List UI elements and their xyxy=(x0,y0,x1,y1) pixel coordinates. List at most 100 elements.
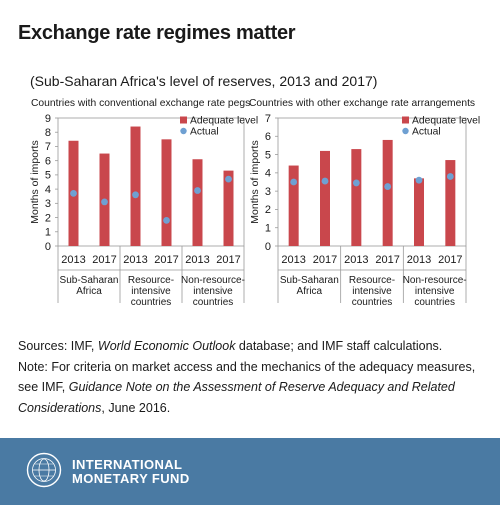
bar-adequate-level xyxy=(223,170,234,246)
point-actual xyxy=(101,198,108,206)
imf-seal-icon xyxy=(26,452,62,488)
sources-prefix: Sources: IMF, xyxy=(18,339,98,353)
note-suffix: , June 2016. xyxy=(101,400,171,415)
bar-adequate-level xyxy=(161,139,172,246)
sources-line: Sources: IMF, World Economic Outlook dat… xyxy=(18,336,488,357)
note-italic: Guidance Note on the Assessment of Reser… xyxy=(18,380,455,415)
x-tick-label: 2017 xyxy=(216,254,240,266)
x-tick-label: 2013 xyxy=(185,254,209,266)
legend-swatch-adequate xyxy=(180,116,187,124)
bar-adequate-level xyxy=(351,149,362,246)
point-actual xyxy=(415,176,423,184)
bar-adequate-level xyxy=(192,159,203,246)
y-tick-label: 6 xyxy=(45,155,51,167)
source-notes: Sources: IMF, World Economic Outlook dat… xyxy=(18,336,488,418)
y-tick-label: 2 xyxy=(265,204,271,216)
y-tick-label: 2 xyxy=(45,212,51,224)
point-actual xyxy=(194,187,201,194)
point-actual xyxy=(384,183,392,190)
group-label: intensive xyxy=(415,286,455,297)
x-tick-label: 2017 xyxy=(313,254,337,266)
org-name: INTERNATIONAL MONETARY FUND xyxy=(72,458,190,486)
y-tick-label: 5 xyxy=(45,170,51,182)
page-title: Exchange rate regimes matter xyxy=(18,22,296,44)
bar-adequate-level xyxy=(414,178,424,246)
org-line-2: MONETARY FUND xyxy=(72,471,190,486)
group-label: Resource- xyxy=(349,275,395,286)
group-label: Resource- xyxy=(128,275,174,286)
bar-adequate-level xyxy=(382,139,393,246)
y-tick-label: 3 xyxy=(45,198,51,210)
point-actual xyxy=(225,175,232,183)
y-tick-label: 1 xyxy=(265,223,271,235)
y-axis-label: Months of imports xyxy=(249,140,261,223)
point-actual xyxy=(352,179,360,187)
point-actual xyxy=(70,189,77,197)
y-tick-label: 4 xyxy=(45,184,51,196)
x-tick-label: 2017 xyxy=(154,254,178,266)
group-label: Sub-Saharan xyxy=(280,275,339,286)
plot-frame xyxy=(57,117,245,247)
y-tick-label: 0 xyxy=(45,241,51,253)
group-label: Sub-Saharan xyxy=(60,275,119,286)
point-actual xyxy=(321,177,329,185)
note-prefix: Note: For criteria on market access and … xyxy=(18,359,476,395)
group-label: Africa xyxy=(297,286,323,297)
panel-title: Countries with other exchange rate arran… xyxy=(249,98,475,109)
group-label: countries xyxy=(193,297,234,308)
x-tick-label: 2017 xyxy=(92,254,116,266)
bar-adequate-level xyxy=(130,126,141,246)
group-label: intensive xyxy=(131,286,171,297)
legend-label-adequate: Adequate level xyxy=(412,116,480,127)
bar-adequate-level xyxy=(445,160,456,246)
legend-label-actual: Actual xyxy=(412,127,441,138)
x-tick-label: 2013 xyxy=(407,254,431,266)
y-tick-label: 4 xyxy=(265,168,271,180)
point-actual xyxy=(290,178,298,186)
y-tick-label: 0 xyxy=(265,241,271,253)
legend-label-actual: Actual xyxy=(190,127,219,138)
group-label: Non-resource- xyxy=(181,275,245,286)
x-tick-label: 2017 xyxy=(438,254,462,266)
point-actual xyxy=(132,191,139,199)
group-label: Africa xyxy=(76,286,102,297)
y-tick-label: 9 xyxy=(45,113,51,125)
bar-adequate-level xyxy=(320,150,330,246)
group-label: countries xyxy=(352,297,393,308)
org-line-1: INTERNATIONAL xyxy=(72,457,183,472)
y-tick-label: 1 xyxy=(45,227,51,239)
group-label: intensive xyxy=(352,286,392,297)
y-axis-label: Months of imports xyxy=(29,140,41,223)
chart-panel-1: Countries with conventional exchange rat… xyxy=(29,98,258,308)
y-tick-label: 3 xyxy=(265,186,271,198)
group-label: Non-resource- xyxy=(403,275,467,286)
x-tick-label: 2013 xyxy=(281,254,305,266)
legend-swatch-actual xyxy=(402,127,409,135)
x-tick-label: 2013 xyxy=(344,254,368,266)
legend-swatch-adequate xyxy=(402,116,409,124)
sources-suffix: database; and IMF staff calculations. xyxy=(235,339,443,353)
x-tick-label: 2013 xyxy=(61,254,85,266)
point-actual xyxy=(163,217,170,224)
point-actual xyxy=(446,173,454,180)
footer-banner: INTERNATIONAL MONETARY FUND xyxy=(0,438,500,505)
y-tick-label: 8 xyxy=(45,127,51,139)
y-tick-label: 7 xyxy=(265,113,271,125)
y-tick-label: 6 xyxy=(265,131,271,143)
bar-adequate-level xyxy=(288,165,299,246)
chart-subtitle: (Sub-Saharan Africa's level of reserves,… xyxy=(30,73,378,89)
note-line: Note: For criteria on market access and … xyxy=(18,357,488,419)
legend-label-adequate: Adequate level xyxy=(190,116,258,127)
group-label: countries xyxy=(414,297,455,308)
chart-area: Countries with conventional exchange rat… xyxy=(29,98,480,308)
x-tick-label: 2013 xyxy=(123,254,147,266)
y-tick-label: 5 xyxy=(265,149,271,161)
y-tick-label: 7 xyxy=(45,141,51,153)
legend-swatch-actual xyxy=(180,127,187,135)
sources-italic: World Economic Outlook xyxy=(97,339,236,353)
plot-frame xyxy=(277,117,467,247)
x-tick-label: 2017 xyxy=(375,254,399,266)
group-label: countries xyxy=(131,297,172,308)
panel-title: Countries with conventional exchange rat… xyxy=(31,98,250,109)
group-label: intensive xyxy=(193,286,233,297)
